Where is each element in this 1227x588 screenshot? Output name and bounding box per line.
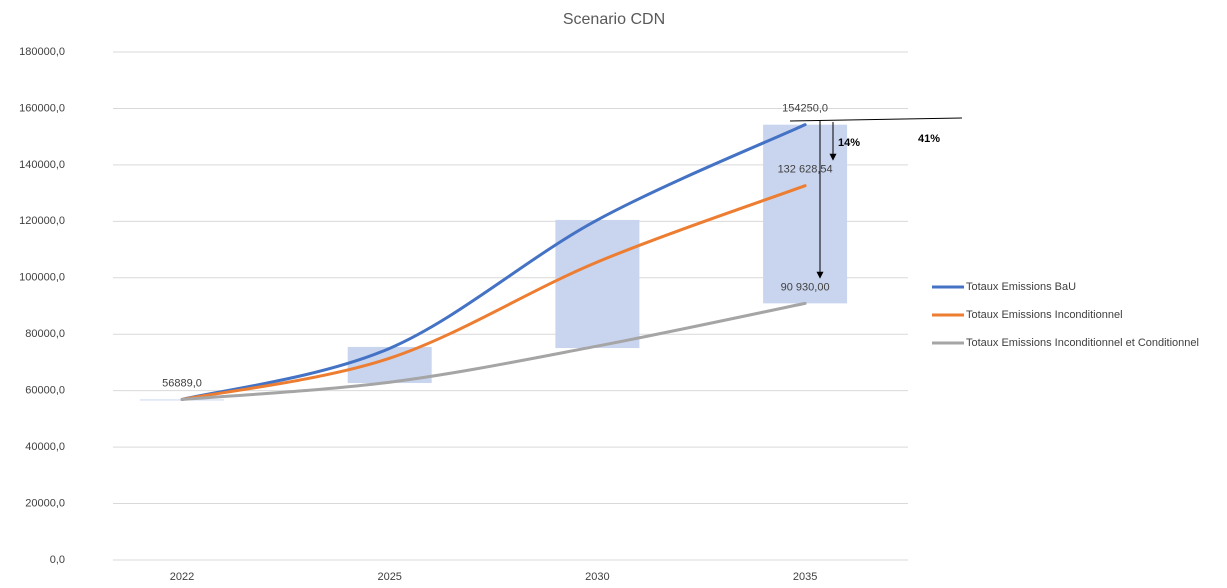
legend-label: Totaux Emissions Inconditionnel [966,309,1123,321]
x-tick-label: 2035 [793,571,817,583]
y-tick-label: 0,0 [50,554,65,566]
legend-label: Totaux Emissions Inconditionnel et Condi… [966,337,1199,349]
x-tick-label: 2025 [377,571,401,583]
y-tick-label: 120000,0 [19,215,65,227]
y-tick-label: 180000,0 [19,46,65,58]
annotation-line [789,117,963,122]
series-line [180,301,807,401]
data-label: 154250,0 [782,103,828,115]
x-tick-label: 2022 [170,571,194,583]
data-label: 56889,0 [162,377,202,389]
legend-label: Totaux Emissions BaU [966,281,1076,293]
y-tick-label: 40000,0 [25,441,65,453]
annotation: 14% [838,137,860,149]
y-tick-label: 100000,0 [19,272,65,284]
y-tick-label: 160000,0 [19,102,65,114]
series-line [180,123,807,401]
data-label: 132 628,54 [778,164,833,176]
chart-title: Scenario CDN [563,11,665,28]
series-line [180,184,807,401]
data-label: 90 930,00 [781,281,830,293]
y-tick-label: 20000,0 [25,497,65,509]
x-tick-label: 2030 [585,571,609,583]
annotation: 41% [918,133,940,145]
y-tick-label: 60000,0 [25,385,65,397]
range-bar [763,124,848,304]
y-tick-label: 80000,0 [25,328,65,340]
plot: 0,0 20000,0 40000,0 60000,0 80000,0 100000,0 1… [19,46,1199,583]
range-bar [555,219,640,349]
y-tick-label: 140000,0 [19,159,65,171]
